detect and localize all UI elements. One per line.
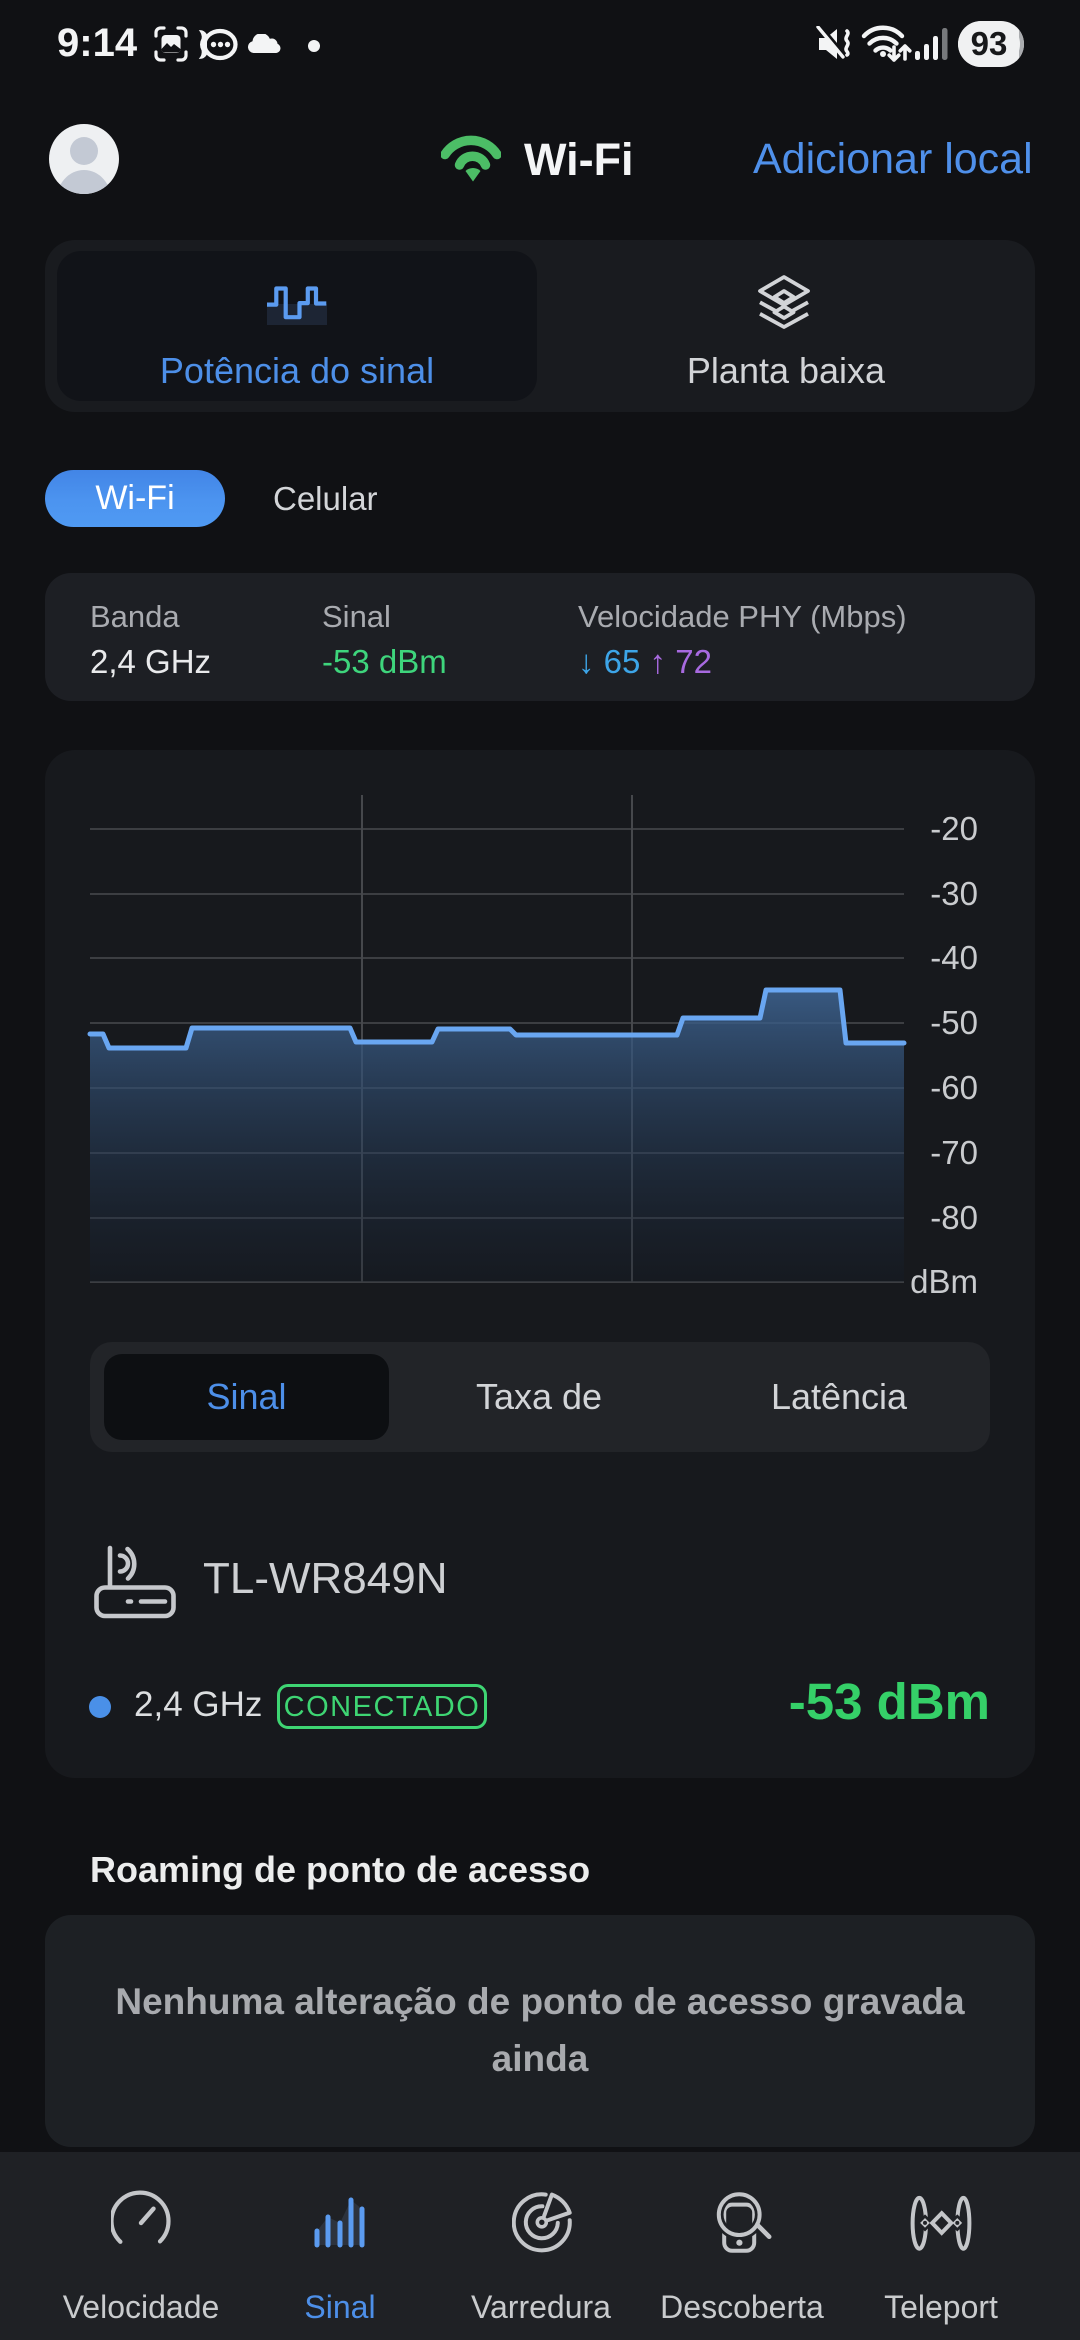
svg-text:dBm: dBm <box>910 1263 978 1300</box>
svg-text:-80: -80 <box>930 1199 978 1236</box>
svg-text:-70: -70 <box>930 1134 978 1171</box>
svg-text:-60: -60 <box>930 1069 978 1106</box>
svg-text:-30: -30 <box>930 875 978 912</box>
svg-text:-20: -20 <box>930 810 978 847</box>
svg-text:-50: -50 <box>930 1004 978 1041</box>
svg-text:-40: -40 <box>930 939 978 976</box>
